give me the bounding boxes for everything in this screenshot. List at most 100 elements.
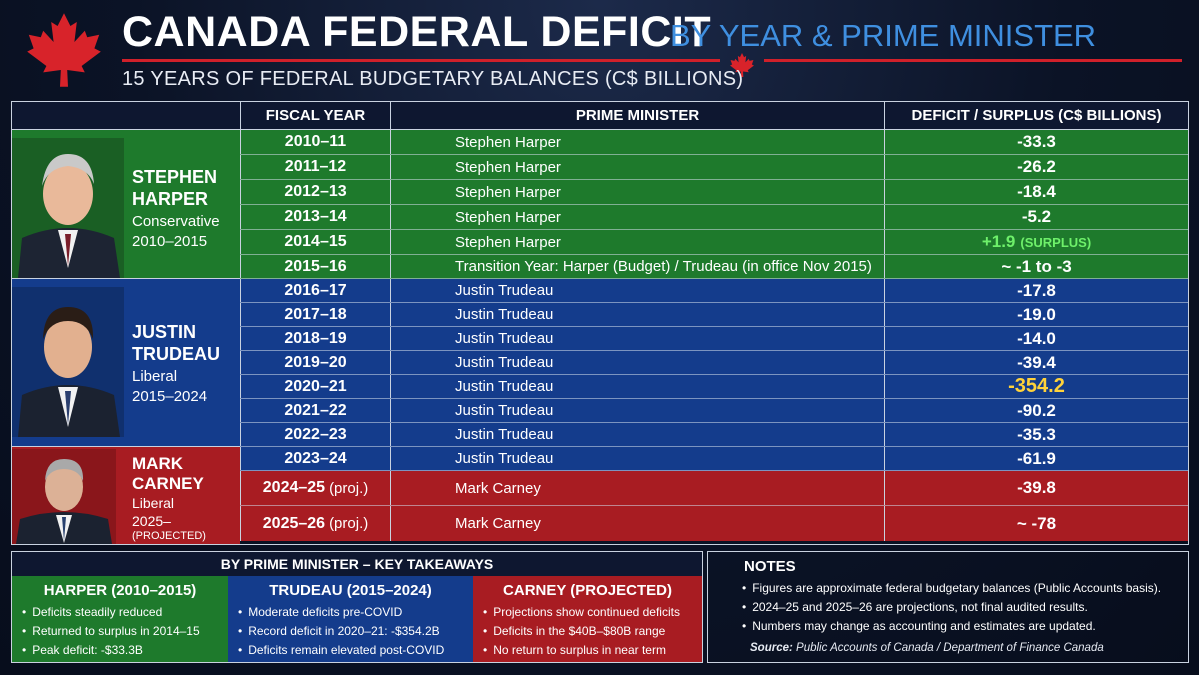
- cell-prime-minister: Justin Trudeau: [390, 279, 884, 302]
- pm-name-carney-line2: CARNEY: [132, 474, 204, 493]
- cell-fiscal-year: 2014–15: [240, 230, 390, 254]
- header: CANADA FEDERAL DEFICIT BY YEAR & PRIME M…: [0, 0, 1199, 100]
- deficit-value-text: ~ -78: [1016, 513, 1057, 533]
- fiscal-year-text: 2013–14: [284, 208, 347, 225]
- notes-title: NOTES: [744, 558, 796, 575]
- cell-prime-minister: Justin Trudeau: [390, 327, 884, 350]
- takeaway-item: Record deficit in 2020–21: -$354.2B: [238, 622, 463, 641]
- note-item: Numbers may change as accounting and est…: [742, 617, 1178, 636]
- cell-prime-minister: Stephen Harper: [390, 205, 884, 229]
- pm-panel-harper: STEPHEN HARPER Conservative 2010–2015: [12, 130, 240, 279]
- cell-deficit-value: -35.3: [884, 423, 1188, 446]
- notes-panel: NOTES Figures are approximate federal bu…: [707, 551, 1189, 663]
- cell-prime-minister: Stephen Harper: [390, 130, 884, 154]
- cell-fiscal-year: 2022–23: [240, 423, 390, 446]
- fiscal-year-text: 2019–20: [284, 353, 347, 371]
- cell-fiscal-year: 2024–25 (proj.): [240, 471, 390, 505]
- cell-deficit-value: -26.2: [884, 155, 1188, 179]
- deficit-value-text: -90.2: [1017, 400, 1056, 420]
- cell-deficit-value: -17.8: [884, 279, 1188, 302]
- cell-deficit-value: +1.9 (SURPLUS): [884, 230, 1188, 254]
- cell-fiscal-year: 2011–12: [240, 155, 390, 179]
- takeaway-item: Peak deficit: -$33.3B: [22, 641, 218, 660]
- page-title: CANADA FEDERAL DEFICIT: [122, 8, 712, 56]
- maple-leaf-icon: [27, 13, 101, 87]
- cell-deficit-value: -33.3: [884, 130, 1188, 154]
- fiscal-year-text: 2016–17: [284, 281, 347, 299]
- pm-party-harper: Conservative: [132, 213, 220, 230]
- takeaway-item: Projections show continued deficits: [483, 603, 692, 622]
- takeaway-item: Returned to surplus in 2014–15: [22, 622, 218, 641]
- takeaway-carney: CARNEY (PROJECTED) Projections show cont…: [473, 576, 702, 662]
- table-row: 2010–11 Stephen Harper -33.3: [240, 130, 1188, 155]
- deficit-value-text: -14.0: [1017, 328, 1056, 348]
- header-fiscal-year: FISCAL YEAR: [240, 102, 390, 130]
- takeaway-item: Moderate deficits pre-COVID: [238, 603, 463, 622]
- cell-fiscal-year: 2013–14: [240, 205, 390, 229]
- cell-deficit-value: ~ -78: [884, 506, 1188, 541]
- pm-name-harper-line1: STEPHEN: [132, 167, 218, 187]
- pm-name-trudeau-line2: TRUDEAU: [132, 344, 220, 364]
- cell-prime-minister: Stephen Harper: [390, 230, 884, 254]
- cell-prime-minister: Justin Trudeau: [390, 375, 884, 398]
- cell-fiscal-year: 2016–17: [240, 279, 390, 302]
- trudeau-portrait-icon: [12, 287, 124, 437]
- fiscal-year-text: 2023–24: [284, 449, 347, 467]
- takeaway-item: Deficits in the $40B–$80B range: [483, 622, 692, 641]
- table-row: 2023–24 Justin Trudeau -61.9: [240, 447, 1188, 471]
- cell-fiscal-year: 2025–26 (proj.): [240, 506, 390, 541]
- source-text: Public Accounts of Canada / Department o…: [796, 642, 1104, 654]
- deficit-value-text: -26.2: [1017, 157, 1056, 176]
- cell-deficit-value: -39.8: [884, 471, 1188, 505]
- cell-fiscal-year: 2019–20: [240, 351, 390, 374]
- surplus-tag: (SURPLUS): [1020, 234, 1092, 250]
- cell-prime-minister: Justin Trudeau: [390, 303, 884, 326]
- cell-fiscal-year: 2017–18: [240, 303, 390, 326]
- pm-name-harper-line2: HARPER: [132, 189, 209, 209]
- takeaway-title: TRUDEAU (2015–2024): [269, 582, 432, 599]
- pm-panel-trudeau: JUSTIN TRUDEAU Liberal 2015–2024: [12, 279, 240, 447]
- title-rule-right: [764, 59, 1182, 62]
- fiscal-year-text: 2022–23: [284, 425, 347, 443]
- carney-portrait-icon: [12, 449, 116, 544]
- deficit-value-text: -33.3: [1017, 132, 1056, 151]
- table-row: 2020–21 Justin Trudeau -354.2: [240, 375, 1188, 399]
- deficit-value-text: -39.4: [1017, 352, 1056, 372]
- table-row: 2013–14 Stephen Harper -5.2: [240, 205, 1188, 230]
- deficit-value-text: +1.9: [981, 232, 1016, 251]
- cell-fiscal-year: 2020–21: [240, 375, 390, 398]
- pm-projected-carney: (PROJECTED): [132, 530, 206, 542]
- cell-prime-minister: Mark Carney: [390, 506, 884, 541]
- table-row: 2017–18 Justin Trudeau -19.0: [240, 303, 1188, 327]
- takeaway-item: Deficits remain elevated post-COVID: [238, 641, 463, 660]
- cell-fiscal-year: 2021–22: [240, 399, 390, 422]
- fiscal-year-text: 2015–16: [284, 257, 347, 275]
- fiscal-year-text: 2012–13: [284, 183, 347, 200]
- note-item: Figures are approximate federal budgetar…: [742, 579, 1178, 598]
- fiscal-year-text: 2018–19: [284, 329, 347, 347]
- key-takeaways: BY PRIME MINISTER – KEY TAKEAWAYS HARPER…: [11, 551, 703, 663]
- deficit-table: FISCAL YEAR PRIME MINISTER DEFICIT / SUR…: [11, 101, 1189, 545]
- fiscal-year-text: 2021–22: [284, 401, 347, 419]
- cell-deficit-value: -39.4: [884, 351, 1188, 374]
- table-row: 2014–15 Stephen Harper +1.9 (SURPLUS): [240, 230, 1188, 255]
- table-row: 2016–17 Justin Trudeau -17.8: [240, 279, 1188, 303]
- pm-name-carney-line1: MARK: [132, 454, 183, 473]
- fiscal-year-text: 2024–25: [262, 479, 326, 496]
- takeaways-heading: BY PRIME MINISTER – KEY TAKEAWAYS: [12, 552, 702, 576]
- takeaway-item: No return to surplus in near term: [483, 641, 692, 660]
- deficit-value-text: -5.2: [1021, 207, 1052, 226]
- page-subtitle: 15 YEARS OF FEDERAL BUDGETARY BALANCES (…: [122, 68, 744, 90]
- cell-deficit-value: ~ -1 to -3: [884, 255, 1188, 278]
- fiscal-year-text: 2020–21: [284, 377, 347, 395]
- table-row: 2019–20 Justin Trudeau -39.4: [240, 351, 1188, 375]
- cell-prime-minister: Justin Trudeau: [390, 447, 884, 470]
- cell-fiscal-year: 2018–19: [240, 327, 390, 350]
- deficit-value-text: -35.3: [1017, 424, 1056, 444]
- cell-prime-minister: Justin Trudeau: [390, 351, 884, 374]
- fiscal-year-text: 2011–12: [284, 158, 347, 175]
- takeaway-harper: HARPER (2010–2015) Deficits steadily red…: [12, 576, 228, 662]
- fiscal-year-text: 2010–11: [284, 133, 347, 150]
- table-row: 2025–26 (proj.) Mark Carney ~ -78: [240, 506, 1188, 541]
- header-prime-minister: PRIME MINISTER: [390, 102, 884, 130]
